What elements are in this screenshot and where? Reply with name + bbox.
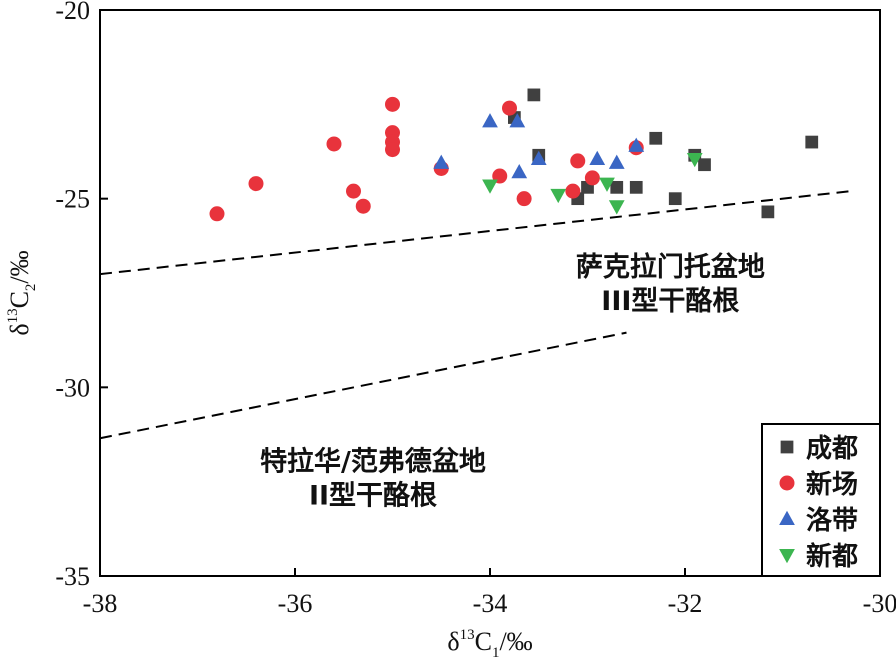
legend-label: 新都	[806, 541, 858, 572]
x-axis-title: δ13C1/‰	[447, 627, 532, 659]
data-point-square	[805, 135, 819, 149]
data-point-circle	[346, 183, 361, 199]
data-point-triangle-down	[608, 200, 625, 215]
data-point-square	[629, 180, 643, 194]
x-tick-label: -38	[83, 589, 118, 618]
data-point-square	[527, 88, 541, 102]
y-axis: -35 -30 -25 -20	[55, 0, 108, 591]
x-axis: -38 -36 -34 -32 -30	[83, 568, 896, 618]
data-point-triangle-up	[589, 150, 606, 166]
data-points	[209, 88, 819, 222]
x-tick-label: -32	[668, 589, 703, 618]
region-label-2: II型干酪根	[309, 480, 437, 511]
region-label-1: III型干酪根	[601, 286, 739, 317]
boundary-line-1	[99, 190, 851, 276]
x-tick-label: -36	[278, 589, 313, 618]
data-point-circle	[516, 191, 532, 207]
legend-marker-circle	[779, 475, 795, 491]
y-tick-label: -25	[55, 185, 90, 214]
data-point-triangle-up	[482, 113, 498, 128]
data-point-square	[668, 192, 682, 206]
data-point-circle	[209, 206, 225, 222]
data-point-circle	[565, 183, 581, 199]
data-point-circle	[385, 142, 400, 158]
x-tick-label: -30	[863, 589, 896, 618]
legend-label: 洛带	[806, 505, 858, 536]
y-axis-title: δ13C2/‰	[5, 250, 39, 335]
legend-label: 成都	[806, 434, 858, 464]
data-point-triangle-down	[482, 179, 498, 194]
legend-marker-square	[780, 440, 794, 454]
region-label-1: 萨克拉门托盆地	[576, 251, 765, 283]
data-point-circle	[570, 153, 586, 169]
data-point-circle	[502, 100, 517, 116]
legend-marker-triangle-up	[779, 510, 795, 525]
data-point-triangle-up	[608, 154, 625, 169]
data-point-circle	[326, 136, 342, 152]
data-point-circle	[584, 170, 600, 186]
boundary-lines	[99, 190, 851, 440]
data-point-triangle-down	[686, 153, 703, 168]
data-point-circle	[385, 96, 400, 112]
boundary-line-2	[99, 331, 627, 440]
legend-label: 新场	[806, 469, 858, 500]
data-point-square	[649, 131, 663, 145]
data-point-square	[698, 158, 711, 172]
data-point-triangle-down	[599, 177, 615, 192]
y-tick-label: -20	[55, 0, 90, 25]
data-point-triangle-up	[530, 150, 547, 166]
y-tick-label: -30	[55, 373, 90, 402]
data-point-circle	[355, 198, 371, 214]
region-label-2: 特拉华/范弗德盆地	[260, 445, 486, 477]
data-point-circle	[248, 176, 264, 192]
data-point-square	[761, 205, 775, 219]
y-tick-label: -35	[55, 562, 90, 591]
data-point-triangle-down	[550, 188, 567, 204]
data-point-triangle-up	[628, 137, 645, 152]
data-point-triangle-up	[509, 113, 526, 128]
x-tick-label: -34	[473, 589, 508, 618]
data-point-triangle-up	[511, 164, 528, 179]
legend-marker-triangle-down	[779, 549, 795, 564]
data-point-triangle-up	[433, 154, 450, 169]
data-point-square	[610, 180, 624, 194]
